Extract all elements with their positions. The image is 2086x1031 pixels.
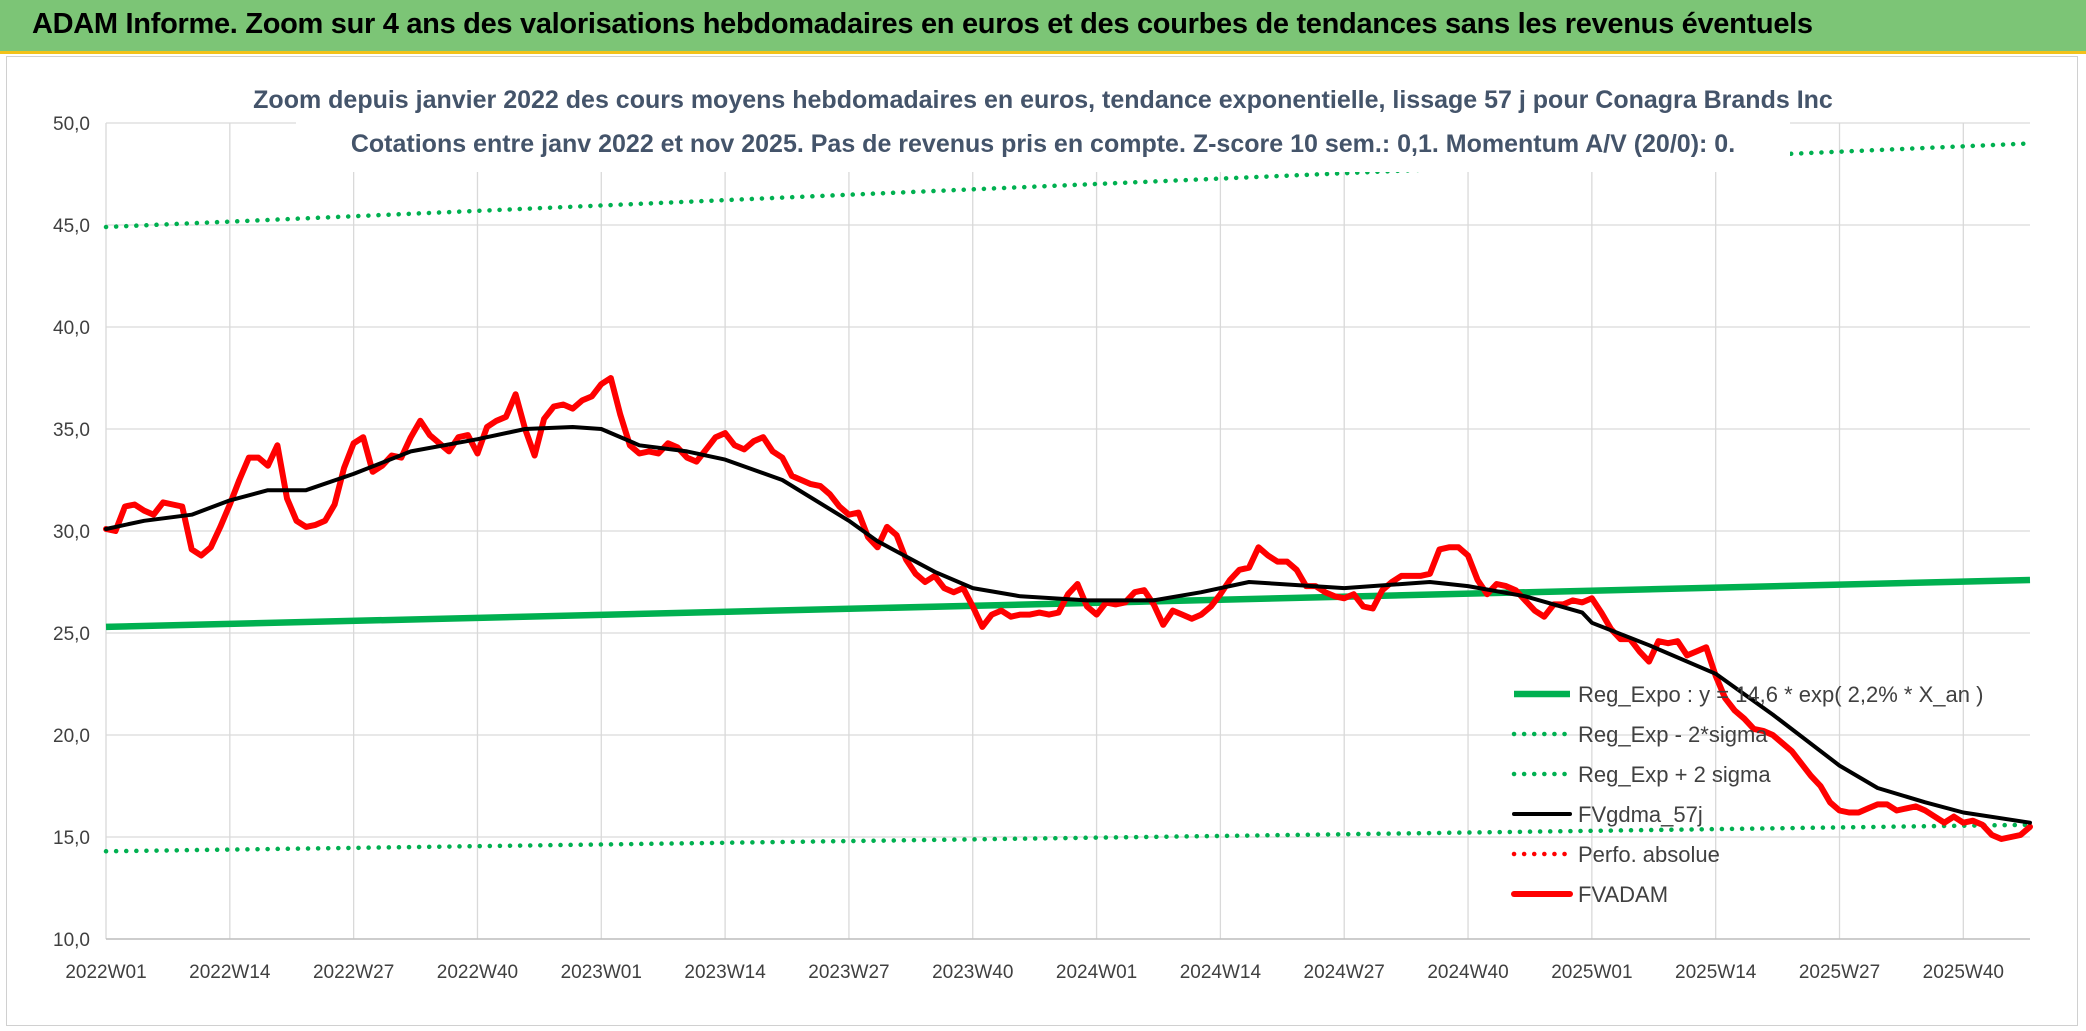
series-line-reg-expo-y-14-6-exp-2-2-x-an xyxy=(105,576,2031,631)
legend: Reg_Expo : y = 14,6 * exp( 2,2% * X_an )… xyxy=(1511,682,1983,907)
x-tick-label: 2025W40 xyxy=(1923,962,2004,983)
title-banner: ADAM Informe. Zoom sur 4 ans des valoris… xyxy=(0,0,2086,54)
legend-label: FVgdma_57j xyxy=(1578,802,1703,827)
x-tick-label: 2025W14 xyxy=(1675,962,1757,983)
x-tick-label: 2024W01 xyxy=(1056,962,1137,983)
chart-frame xyxy=(6,56,2078,1026)
y-tick-label: 45,0 xyxy=(53,216,90,237)
chart-subtitle: Cotations entre janv 2022 et nov 2025. P… xyxy=(351,130,1735,158)
legend-label: Perfo. absolue xyxy=(1578,842,1720,867)
legend-label: Reg_Expo : y = 14,6 * exp( 2,2% * X_an ) xyxy=(1578,682,1983,707)
y-tick-label: 10,0 xyxy=(53,930,90,951)
plot-area xyxy=(103,141,2033,854)
x-tick-label: 2022W27 xyxy=(313,962,394,983)
x-tick-label: 2022W14 xyxy=(189,962,271,983)
x-tick-label: 2025W01 xyxy=(1551,962,1632,983)
x-tick-label: 2023W01 xyxy=(561,962,642,983)
y-tick-label: 35,0 xyxy=(53,420,90,441)
chart-title: Zoom depuis janvier 2022 des cours moyen… xyxy=(253,86,1833,114)
y-tick-label: 20,0 xyxy=(53,726,90,747)
series-line-fvadam xyxy=(103,375,2033,842)
banner-title: ADAM Informe. Zoom sur 4 ans des valoris… xyxy=(32,8,1813,40)
axis-labels: 10,0 15,0 20,0 25,0 30,0 35,0 40,0 45,0 50,0 2022… xyxy=(53,114,2004,983)
gridlines xyxy=(105,122,2030,940)
y-tick-label: 50,0 xyxy=(53,114,90,135)
y-tick-label: 25,0 xyxy=(53,624,90,645)
series-line-reg-exp-2-sigma xyxy=(103,822,2033,854)
y-tick-label: 40,0 xyxy=(53,318,90,339)
x-tick-label: 2023W27 xyxy=(808,962,889,983)
title-background xyxy=(296,80,1790,172)
x-tick-label: 2024W14 xyxy=(1180,962,1262,983)
x-tick-label: 2023W14 xyxy=(684,962,766,983)
series-line-fvgdma-57j xyxy=(104,425,2032,825)
x-tick-label: 2025W27 xyxy=(1799,962,1880,983)
legend-label: FVADAM xyxy=(1578,882,1668,907)
x-tick-label: 2022W01 xyxy=(65,962,146,983)
y-tick-label: 15,0 xyxy=(53,828,90,849)
x-tick-label: 2024W27 xyxy=(1304,962,1385,983)
y-tick-label: 30,0 xyxy=(53,522,90,543)
x-tick-label: 2022W40 xyxy=(437,962,518,983)
x-tick-label: 2024W40 xyxy=(1427,962,1508,983)
legend-label: Reg_Exp - 2*sigma xyxy=(1578,722,1768,747)
x-tick-label: 2023W40 xyxy=(932,962,1013,983)
legend-label: Reg_Exp + 2 sigma xyxy=(1578,762,1771,787)
